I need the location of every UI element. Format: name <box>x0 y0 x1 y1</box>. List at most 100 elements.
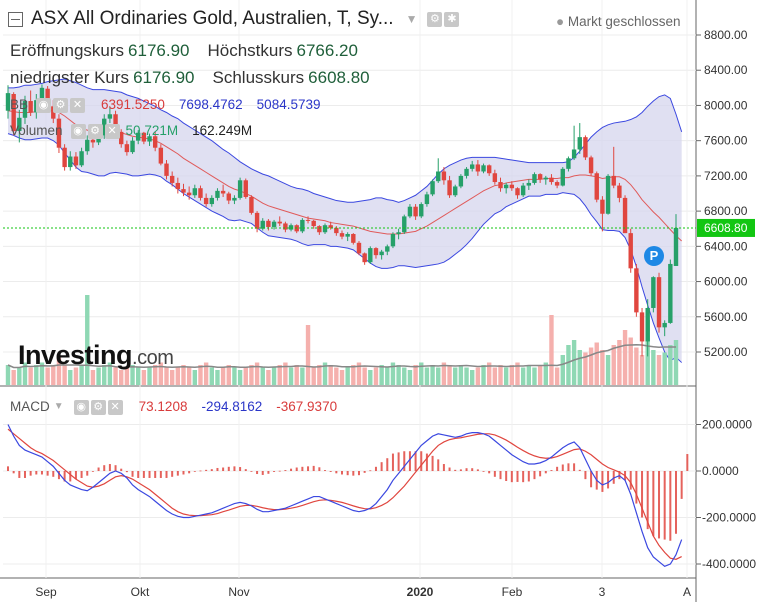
macd-hist-bar <box>165 471 168 478</box>
volume-bar <box>526 365 532 385</box>
bb-controls[interactable]: ◉ ⚙ ✕ <box>36 96 87 113</box>
macd-hist-bar <box>669 471 672 541</box>
event-marker-badge[interactable]: P <box>644 246 664 266</box>
candle-body <box>85 139 90 152</box>
visibility-icon[interactable]: ◉ <box>73 400 89 415</box>
candle-body <box>470 164 475 169</box>
volume-bar <box>220 367 226 385</box>
candle-body <box>186 192 192 196</box>
volume-controls[interactable]: ◉ ⚙ ✕ <box>70 122 122 139</box>
macd-hist-bar <box>182 471 185 475</box>
volume-ma-value: 50.721M <box>125 123 179 138</box>
volume-bar <box>424 367 430 385</box>
price-tick-label: 5200.00 <box>704 345 748 359</box>
gear-icon[interactable]: ⚙ <box>53 98 69 113</box>
volume-value: 162.249M <box>192 123 253 138</box>
macd-hist-bar <box>239 467 242 471</box>
macd-hist-bar <box>301 466 304 471</box>
volume-bar <box>198 365 203 385</box>
macd-hist-bar <box>318 467 321 471</box>
candle-body <box>152 136 158 148</box>
candle-body <box>492 173 498 183</box>
volume-bar <box>639 355 645 385</box>
collapse-icon[interactable] <box>8 11 23 27</box>
candle-body <box>436 171 441 182</box>
candle-body <box>475 164 481 172</box>
volume-bar <box>611 345 616 385</box>
macd-hist-bar <box>465 468 468 471</box>
candle-body <box>300 219 305 232</box>
macd-hist-bar <box>556 466 559 471</box>
close-label: Schlusskurs <box>212 68 305 87</box>
price-tick-label: 6000.00 <box>704 275 748 289</box>
candle-body <box>385 246 390 252</box>
gear-icon[interactable]: ⚙ <box>90 400 106 415</box>
macd-hist-bar <box>442 464 445 471</box>
volume-bar <box>232 367 237 385</box>
macd-hist-bar <box>142 471 145 478</box>
volume-bar <box>566 345 571 385</box>
chevron-down-icon[interactable]: ▼ <box>405 12 418 26</box>
macd-hist-bar <box>278 470 281 472</box>
volume-bar <box>215 370 220 385</box>
settings-icon[interactable]: ⚙ <box>427 11 443 27</box>
macd-hist-bar <box>522 471 525 483</box>
visibility-icon[interactable]: ◉ <box>36 98 52 113</box>
candle-body <box>543 177 548 180</box>
volume-bar <box>379 365 384 385</box>
volume-bar <box>260 367 265 385</box>
visibility-icon[interactable]: ◉ <box>70 124 86 139</box>
volume-bar <box>249 365 254 385</box>
macd-hist-bar <box>12 471 15 474</box>
candle-body <box>169 175 175 183</box>
candle-body <box>226 193 231 201</box>
macd-hist-bar <box>205 469 208 471</box>
macd-hist-bar <box>686 454 689 471</box>
volume-indicator-row: Volumen ◉ ⚙ ✕ 50.721M 162.249M <box>10 122 252 139</box>
macd-hist-bar <box>284 470 287 471</box>
candle-body <box>288 225 294 230</box>
volume-bar <box>158 362 164 385</box>
candle-body <box>600 199 605 214</box>
volume-bar <box>447 365 452 385</box>
gear-icon[interactable]: ⚙ <box>87 124 103 139</box>
macd-hist-bar <box>7 466 9 471</box>
volume-bar <box>107 362 113 385</box>
volume-bar <box>305 325 311 385</box>
candle-body <box>509 184 515 189</box>
close-icon[interactable]: ✕ <box>107 400 123 415</box>
candle-body <box>571 149 577 159</box>
macd-tick-label: -400.0000 <box>702 557 756 571</box>
volume-bar <box>192 370 198 385</box>
macd-hist-bar <box>590 471 593 488</box>
gear-icon[interactable]: ✱ <box>444 11 460 27</box>
candle-body <box>639 312 645 342</box>
macd-hist-bar <box>505 471 508 481</box>
bb-name: BB <box>10 97 29 112</box>
volume-bar <box>351 365 356 385</box>
macd-controls[interactable]: ◉ ⚙ ✕ <box>73 398 125 415</box>
candle-body <box>447 180 452 196</box>
chevron-down-icon[interactable]: ▼ <box>53 401 64 412</box>
macd-line <box>7 424 683 568</box>
macd-hist-bar <box>91 471 94 472</box>
candle-body <box>5 93 11 111</box>
macd-hist-bar <box>295 467 298 471</box>
macd-hist-bar <box>86 471 89 476</box>
candle-body <box>339 233 345 237</box>
macd-hist-bar <box>629 471 632 490</box>
close-icon[interactable]: ✕ <box>70 98 86 113</box>
candle-body <box>22 101 28 118</box>
close-icon[interactable]: ✕ <box>104 124 120 139</box>
volume-bar <box>617 340 622 385</box>
candle-body <box>656 277 662 328</box>
volume-bar <box>651 350 656 385</box>
volume-bar <box>79 365 84 385</box>
macd-tick-label: 200.0000 <box>702 418 752 432</box>
candle-body <box>334 227 339 234</box>
candle-body <box>662 322 667 328</box>
time-label: 3 <box>599 585 606 599</box>
macd-hist-bar <box>635 471 638 504</box>
volume-bar <box>311 367 316 385</box>
